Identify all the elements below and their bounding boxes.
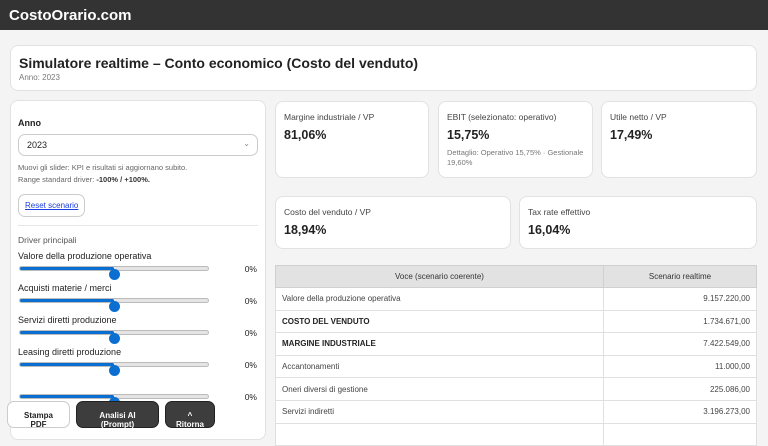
year-value: 2023 <box>27 140 48 150</box>
slider-label: Valore della produzione operativa <box>18 251 152 261</box>
results-table: Voce (scenario coerente) Scenario realtim… <box>275 265 757 446</box>
row-value <box>603 422 757 446</box>
slider-label: Leasing diretti produzione <box>18 347 122 357</box>
row-label: Servizi indiretti <box>275 399 604 424</box>
kpi-title: Tax rate effettivo <box>528 207 591 217</box>
slider-track[interactable] <box>19 266 209 280</box>
row-value: 7.422.549,00 <box>603 332 757 356</box>
controls-panel: Anno 2023 ⌄ Muovi gli slider: KPI e risul… <box>10 100 266 440</box>
print-pdf-button[interactable]: Stampa PDF <box>7 401 70 429</box>
column-header: Voce (scenario coerente) <box>275 265 604 288</box>
table-row: Servizi indiretti 3.196.273,00 <box>275 399 757 424</box>
slider-value: 0% <box>244 392 257 402</box>
row-value: 225.086,00 <box>603 377 757 401</box>
kpi-card-margine: Margine industriale / VP 81,06% <box>275 101 429 178</box>
row-value: 1.734.671,00 <box>603 309 757 334</box>
row-value: 9.157.220,00 <box>603 287 757 311</box>
slider-fill <box>20 299 114 302</box>
slider-value: 0% <box>244 264 257 274</box>
table-row: MARGINE INDUSTRIALE 7.422.549,00 <box>275 332 757 356</box>
slider-label <box>18 379 258 389</box>
slider-value: 0% <box>244 296 257 306</box>
ai-analysis-button[interactable]: Analisi AI (Prompt) <box>76 401 159 429</box>
section-label: Driver principali <box>18 235 77 245</box>
driver-slider: Valore della produzione operativa 0% <box>18 251 258 280</box>
kpi-detail: Dettaglio: Operativo 15,75% · Gestionale… <box>447 148 584 167</box>
kpi-card-utile: Utile netto / VP 17,49% <box>601 101 757 178</box>
slider-fill <box>20 363 114 366</box>
kpi-value: 17,49% <box>610 128 653 142</box>
slider-track[interactable] <box>19 394 209 408</box>
row-label: MARGINE INDUSTRIALE <box>275 332 604 356</box>
site-logo[interactable]: CostoOrario.com <box>0 0 768 30</box>
reset-scenario-button[interactable]: Reset scenario <box>18 194 86 217</box>
chevron-down-icon: ⌄ <box>243 139 250 148</box>
row-label: Valore della produzione operativa <box>275 287 604 311</box>
kpi-title: EBIT (selezionato: operativo) <box>447 112 557 122</box>
kpi-card-tax: Tax rate effettivo 16,04% <box>519 196 757 249</box>
table-row: Accantonamenti 11.000,00 <box>275 354 757 379</box>
slider-value: 0% <box>244 360 257 370</box>
page-header: Simulatore realtime – Conto economico (C… <box>10 45 757 91</box>
kpi-value: 15,75% <box>447 128 490 142</box>
driver-slider: Leasing diretti produzione 0% <box>18 347 258 376</box>
range-label: Range standard driver: <box>18 175 97 184</box>
slider-thumb[interactable] <box>109 301 120 312</box>
row-label: Accantonamenti <box>275 354 604 379</box>
slider-label: Servizi diretti produzione <box>18 315 117 325</box>
slider-track[interactable] <box>19 330 209 344</box>
row-label <box>275 422 604 446</box>
slider-thumb[interactable] <box>109 333 120 344</box>
row-value: 11.000,00 <box>603 354 757 379</box>
kpi-value: 16,04% <box>528 223 571 237</box>
slider-fill <box>20 267 114 270</box>
slider-fill <box>20 395 114 398</box>
slider-label: Acquisti materie / merci <box>18 283 112 293</box>
page-title: Simulatore realtime – Conto economico (C… <box>19 55 419 71</box>
table-row: COSTO DEL VENDUTO 1.734.671,00 <box>275 309 757 334</box>
year-label: Anno <box>18 118 41 128</box>
year-select[interactable]: 2023 ⌄ <box>18 134 258 156</box>
kpi-card-ebit: EBIT (selezionato: operativo) 15,75% Detta… <box>438 101 593 178</box>
table-row <box>275 422 757 446</box>
kpi-title: Costo del venduto / VP <box>284 207 371 217</box>
driver-slider: Acquisti materie / merci 0% <box>18 283 258 312</box>
table-row: Valore della produzione operativa 9.157.2… <box>275 287 757 311</box>
kpi-value: 81,06% <box>284 128 327 142</box>
row-label: COSTO DEL VENDUTO <box>275 309 604 334</box>
divider <box>18 225 258 226</box>
page-subtitle: Anno: 2023 <box>19 73 60 82</box>
column-header: Scenario realtime <box>603 265 757 288</box>
slider-fill <box>20 331 114 334</box>
row-value: 3.196.273,00 <box>603 399 757 424</box>
kpi-title: Utile netto / VP <box>610 112 667 122</box>
range-value: -100% / +100%. <box>96 175 150 184</box>
driver-slider: Servizi diretti produzione 0% <box>18 315 258 344</box>
row-label: Oneri diversi di gestione <box>275 377 604 401</box>
slider-track[interactable] <box>19 362 209 376</box>
hint-text: Muovi gli slider: KPI e risultati si agg… <box>18 162 258 186</box>
slider-value: 0% <box>244 328 257 338</box>
kpi-title: Margine industriale / VP <box>284 112 375 122</box>
back-to-top-button[interactable]: ^ Ritorna <box>165 401 215 429</box>
slider-thumb[interactable] <box>109 269 120 280</box>
slider-thumb[interactable] <box>109 365 120 376</box>
kpi-value: 18,94% <box>284 223 327 237</box>
kpi-card-costo: Costo del venduto / VP 18,94% <box>275 196 511 249</box>
hint-line: Muovi gli slider: KPI e risultati si agg… <box>18 163 188 172</box>
slider-track[interactable] <box>19 298 209 312</box>
table-row: Oneri diversi di gestione 225.086,00 <box>275 377 757 401</box>
